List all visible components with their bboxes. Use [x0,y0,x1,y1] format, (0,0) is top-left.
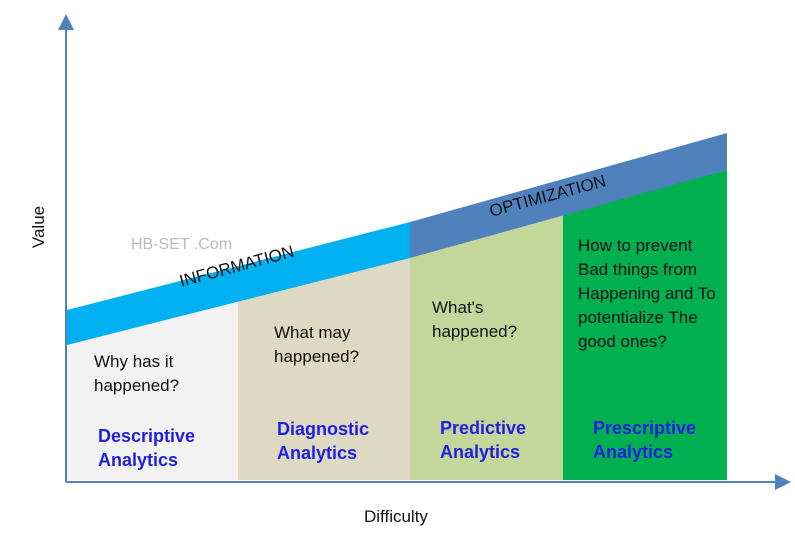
column-diagnostic [238,258,410,480]
title-descriptive: Descriptive Analytics [98,424,195,472]
band-optimization [410,133,727,258]
title-line: Diagnostic [277,419,370,439]
title-line: Prescriptive [593,418,697,438]
title-line: Descriptive [98,426,196,446]
question-prescriptive: How to prevent Bad things from Happening… [578,236,716,351]
question-diagnostic: What may happened? [274,323,360,366]
question-predictive: What's happened? [432,298,518,341]
title-prescriptive: Prescriptive Analytics [593,416,696,464]
title-line: Analytics [277,443,358,463]
watermark: HB-SET .Com [131,236,233,253]
title-line: Analytics [593,442,674,462]
title-line: Predictive [440,418,527,438]
column-descriptive [67,299,238,480]
title-line: Analytics [440,442,521,462]
band-information [67,222,410,345]
x-axis-label: Difficulty [364,507,428,526]
column-predictive [410,214,563,480]
title-diagnostic: Diagnostic Analytics [277,417,369,465]
title-predictive: Predictive Analytics [440,416,526,464]
column-prescriptive [563,170,727,480]
question-descriptive: Why has it happened? [94,352,180,395]
y-axis-label: Value [29,205,49,249]
title-line: Analytics [98,450,179,470]
